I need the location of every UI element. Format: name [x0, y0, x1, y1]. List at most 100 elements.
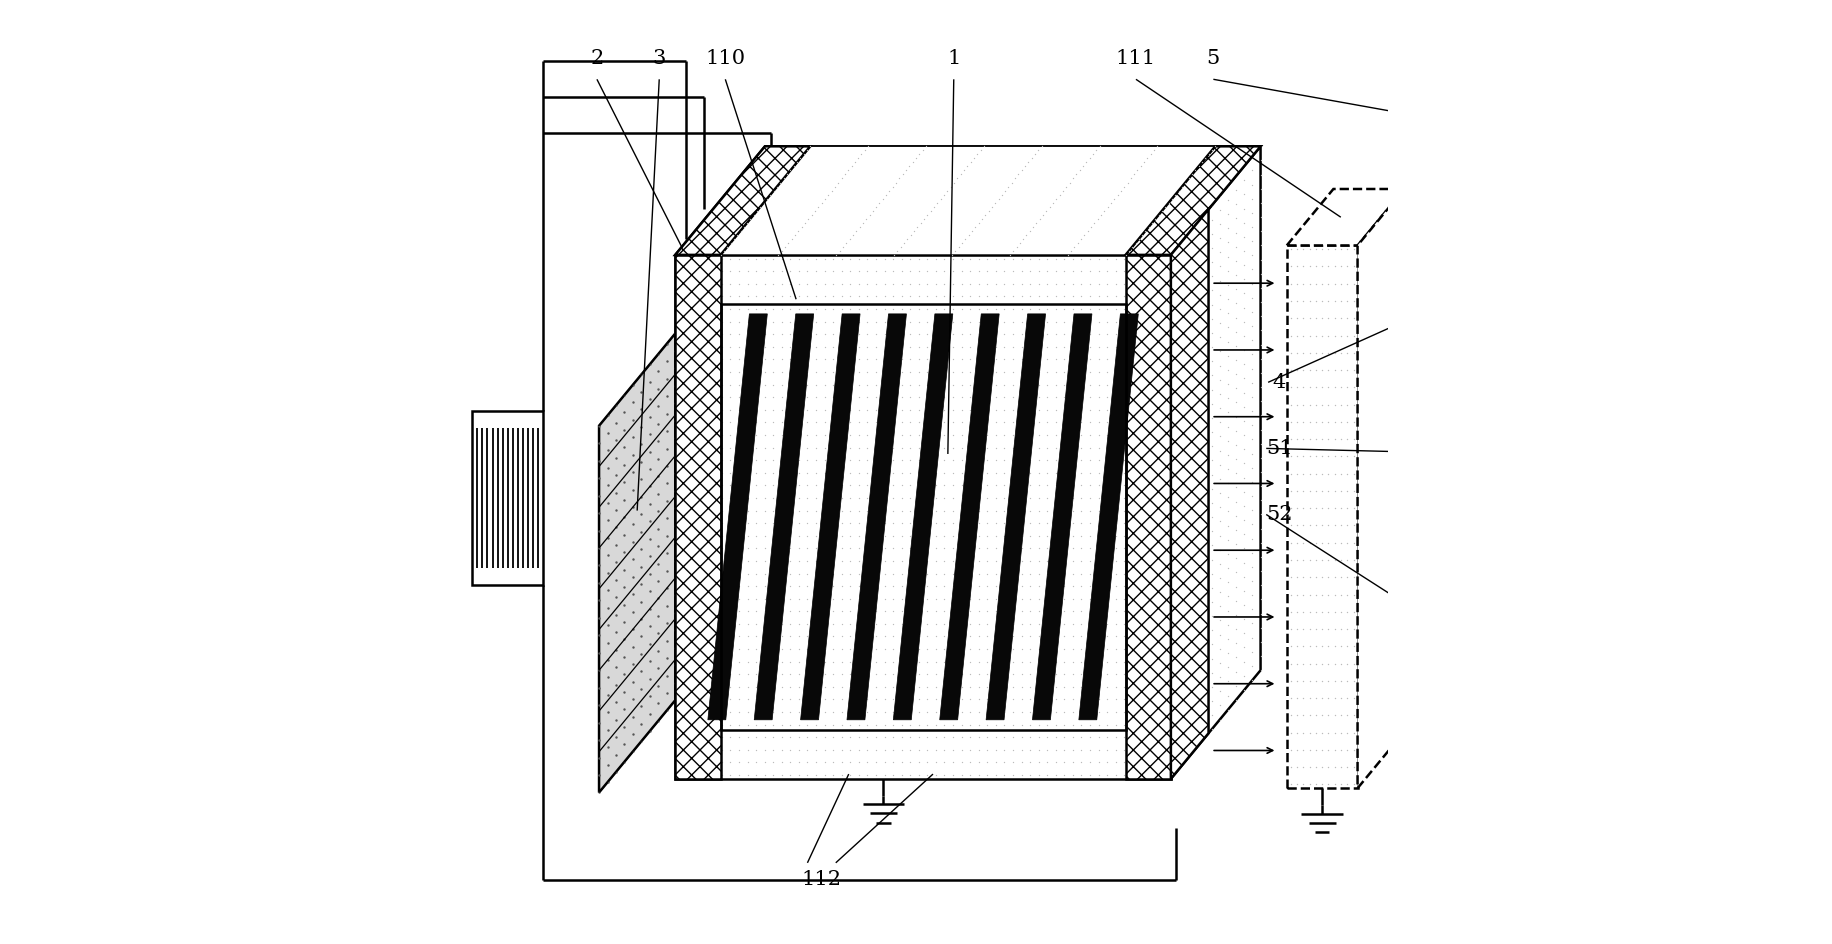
Point — [1092, 692, 1121, 707]
Point — [1136, 301, 1165, 316]
Point — [998, 767, 1028, 783]
Point — [652, 650, 682, 666]
Point — [1158, 191, 1187, 206]
Point — [1275, 311, 1304, 326]
Point — [707, 680, 736, 695]
Point — [852, 440, 881, 455]
Point — [784, 767, 813, 783]
Point — [1110, 692, 1140, 707]
Point — [1074, 223, 1103, 238]
Point — [733, 251, 762, 266]
Point — [1110, 390, 1140, 405]
Point — [1085, 452, 1114, 467]
Point — [627, 733, 656, 749]
Text: 4: 4 — [1273, 373, 1286, 392]
Point — [1295, 397, 1325, 413]
Point — [1165, 351, 1194, 366]
Point — [879, 767, 909, 783]
Point — [1085, 390, 1114, 405]
Point — [1275, 742, 1304, 757]
Point — [931, 591, 960, 606]
Point — [1101, 591, 1130, 606]
Point — [1222, 649, 1251, 665]
Point — [810, 629, 839, 644]
Point — [896, 364, 925, 379]
Point — [1165, 493, 1194, 508]
Point — [998, 277, 1028, 292]
Point — [758, 553, 788, 568]
Point — [1127, 680, 1156, 695]
Point — [1295, 552, 1325, 567]
Point — [931, 364, 960, 379]
Point — [1110, 604, 1140, 619]
Point — [1334, 552, 1363, 567]
Point — [1301, 725, 1330, 740]
Point — [912, 704, 942, 719]
Point — [1229, 612, 1259, 627]
Point — [1288, 500, 1317, 515]
Point — [1092, 541, 1121, 556]
Point — [1275, 673, 1304, 688]
Point — [810, 452, 839, 467]
Point — [665, 390, 694, 405]
Point — [1172, 327, 1202, 342]
Point — [617, 378, 647, 393]
Point — [887, 390, 916, 405]
Point — [905, 314, 934, 329]
Point — [627, 367, 656, 382]
Point — [998, 704, 1028, 719]
Point — [1339, 483, 1369, 498]
Point — [998, 579, 1028, 594]
Point — [826, 730, 856, 745]
Point — [989, 428, 1019, 443]
Point — [801, 339, 830, 354]
Point — [733, 529, 762, 544]
Point — [1180, 360, 1209, 375]
Point — [973, 402, 1002, 417]
Point — [1196, 651, 1226, 666]
Point — [1066, 553, 1096, 568]
Point — [960, 151, 989, 166]
Point — [826, 704, 856, 719]
Point — [733, 767, 762, 783]
Point — [733, 692, 762, 707]
Point — [1178, 167, 1207, 182]
Point — [921, 767, 951, 783]
Point — [1015, 742, 1044, 757]
Point — [1156, 318, 1185, 333]
Point — [775, 314, 804, 329]
Point — [921, 579, 951, 594]
Point — [1033, 339, 1063, 354]
Point — [643, 503, 672, 518]
Point — [707, 263, 736, 278]
Point — [1066, 515, 1096, 531]
Point — [691, 364, 720, 379]
Point — [1066, 616, 1096, 632]
Point — [1118, 604, 1147, 619]
Point — [1222, 508, 1251, 523]
Point — [1172, 666, 1202, 682]
Point — [921, 529, 951, 544]
Point — [795, 139, 824, 154]
Point — [724, 730, 753, 745]
Point — [768, 465, 797, 480]
Point — [1101, 654, 1130, 669]
Point — [810, 191, 839, 206]
Point — [742, 629, 771, 644]
Point — [636, 497, 665, 512]
Point — [1044, 187, 1074, 202]
Point — [1127, 289, 1156, 304]
Point — [793, 767, 823, 783]
Point — [938, 402, 967, 417]
Point — [892, 231, 921, 246]
Point — [716, 503, 746, 518]
Point — [947, 730, 976, 745]
Point — [1024, 591, 1053, 606]
Point — [707, 377, 736, 392]
Point — [758, 604, 788, 619]
Point — [665, 629, 694, 644]
Point — [665, 364, 694, 379]
Point — [921, 704, 951, 719]
Point — [784, 629, 813, 644]
Point — [887, 704, 916, 719]
